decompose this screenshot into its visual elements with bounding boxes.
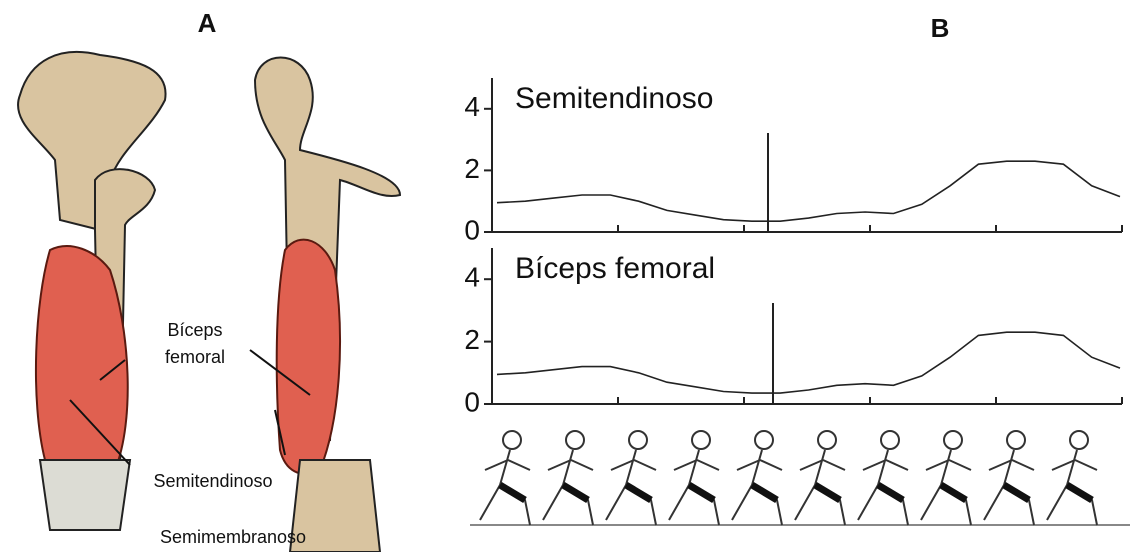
figure: A B Bíceps femoral Semitendinoso Semimem… — [0, 0, 1132, 552]
runner-leg — [689, 485, 714, 500]
runner-leg — [941, 485, 966, 500]
y-tick-label: 4 — [464, 262, 480, 293]
data-line — [497, 332, 1120, 393]
chart-title: Bíceps femoral — [515, 252, 715, 285]
panel-label: B — [931, 13, 950, 43]
runner-head — [566, 431, 584, 449]
runner-head — [944, 431, 962, 449]
runner-head — [503, 431, 521, 449]
runner-head — [1070, 431, 1088, 449]
anatomy-label: femoral — [165, 347, 225, 367]
anatomy-label: Bíceps — [167, 320, 222, 340]
panel-label: A — [198, 8, 217, 38]
runner-leg — [1067, 485, 1092, 500]
runner-leg — [500, 485, 525, 500]
runner-head — [755, 431, 773, 449]
runner-head — [1007, 431, 1025, 449]
anatomy-label: Semitendinoso — [153, 471, 272, 491]
runner-leg — [563, 485, 588, 500]
y-tick-label: 4 — [464, 91, 480, 122]
runner-leg — [752, 485, 777, 500]
runner-strip — [470, 431, 1130, 525]
chart-title: Semitendinoso — [515, 82, 713, 115]
data-line — [497, 161, 1120, 221]
runner-leg — [878, 485, 903, 500]
runner-leg — [626, 485, 651, 500]
runner-leg — [815, 485, 840, 500]
y-tick-label: 0 — [464, 214, 480, 245]
runner-head — [629, 431, 647, 449]
runner-head — [818, 431, 836, 449]
y-tick-label: 0 — [464, 386, 480, 417]
y-tick-label: 2 — [464, 153, 480, 184]
runner-leg — [1004, 485, 1029, 500]
runner-head — [692, 431, 710, 449]
y-tick-label: 2 — [464, 324, 480, 355]
runner-head — [881, 431, 899, 449]
anatomy-label: Semimembranoso — [160, 527, 306, 547]
